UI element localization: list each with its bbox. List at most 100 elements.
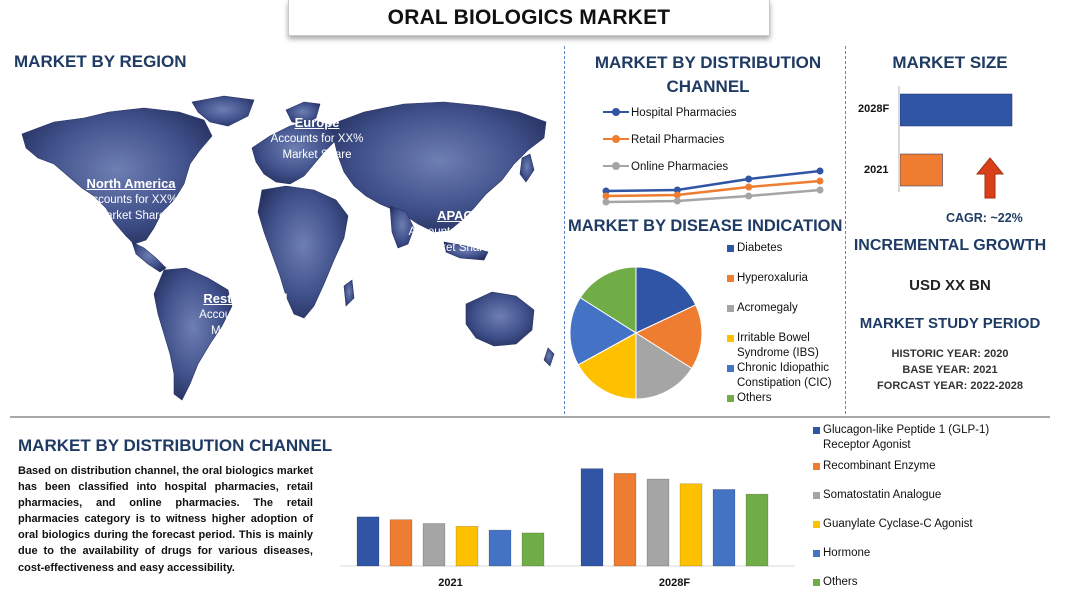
bar-2028F-1 — [613, 473, 637, 567]
legend-label: Acromegaly — [737, 302, 798, 314]
legend-item-retail: Retail Pharmacies — [603, 133, 736, 148]
legend-label: Others — [737, 392, 772, 404]
historic-year: HISTORIC YEAR: 2020 — [891, 348, 1009, 360]
incremental-value: USD XX BN — [909, 277, 991, 294]
legend-swatch — [727, 335, 734, 342]
pie-slice-1 — [634, 304, 703, 370]
map-central-america — [131, 241, 167, 273]
legend-swatch — [813, 579, 820, 586]
line-point — [816, 186, 824, 194]
region-share-label: Market Share — [420, 242, 490, 254]
legend-swatch — [727, 275, 734, 282]
bar-2021-3 — [455, 525, 479, 567]
map-australia — [465, 291, 535, 347]
legend-label: Irritable Bowel Syndrome (IBS) — [737, 332, 819, 359]
growth-arrow-icon — [975, 157, 1005, 199]
region-box-europe: Europe Accounts for XX% Market Share — [241, 112, 393, 165]
disease-heading: MARKET BY DISEASE INDICATION — [568, 217, 843, 235]
legend-label: Chronic Idiopathic Constipation (CIC) — [737, 362, 832, 389]
bar-2028F-5 — [745, 493, 769, 567]
base-year: BASE YEAR: 2021 — [902, 364, 998, 376]
legend-label: Glucagon-like Peptide 1 (GLP-1) Receptor… — [823, 424, 990, 451]
line-series-1 — [605, 179, 821, 198]
cagr-text: CAGR: ~22% — [946, 211, 1023, 225]
pie-slice-0 — [635, 266, 697, 334]
legend-label: Others — [823, 576, 858, 588]
disease-pie-chart — [569, 266, 703, 400]
legend-item-hospital: Hospital Pharmacies — [603, 106, 736, 121]
bar-category-label: 2028F — [659, 577, 690, 589]
line-point — [816, 177, 824, 185]
pie-legend: Diabetes Hyperoxaluria Acromegaly Irrita… — [727, 241, 842, 406]
distribution-line-chart — [602, 167, 824, 206]
map-south-america — [153, 267, 233, 401]
region-share-text: Accounts for XX% — [199, 309, 292, 321]
legend-label: Hospital Pharmacies — [631, 107, 737, 119]
page-title: ORAL BIOLOGICS MARKET — [387, 5, 671, 29]
region-box-north-america: North America Accounts for XX% Market Sh… — [55, 173, 207, 226]
region-share-label: Market Share — [210, 325, 281, 337]
world-map — [21, 95, 555, 401]
pie-slice-4 — [569, 296, 637, 366]
bar-2028F-4 — [712, 489, 736, 567]
legend-label: Retail Pharmacies — [631, 134, 725, 146]
legend-label: Recombinant Enzyme — [823, 460, 936, 472]
line-point — [602, 187, 610, 195]
legend-item-cic: Chronic Idiopathic Constipation (CIC) — [727, 361, 842, 391]
map-indonesia — [443, 241, 489, 261]
incremental-heading: INCREMENTAL GROWTH — [853, 237, 1047, 254]
distribution-heading-line2: CHANNEL — [666, 77, 750, 96]
region-box-rest-of-world: Rest of World Accounts for XX% Market Sh… — [170, 288, 321, 341]
bar-category-label: 2021 — [438, 577, 462, 589]
line-point — [602, 192, 610, 200]
line-point — [673, 197, 681, 205]
distribution-heading-line1: MARKET BY DISTRIBUTION — [594, 53, 822, 72]
line-series-2 — [605, 188, 821, 204]
line-point — [816, 167, 824, 175]
legend-label: Hyperoxaluria — [737, 272, 808, 284]
legend-item-diabetes: Diabetes — [727, 241, 842, 271]
line-series-0 — [605, 169, 821, 193]
map-madagascar — [343, 279, 355, 307]
region-heading: MARKET BY REGION — [14, 52, 187, 71]
legend-item-others: Others — [727, 391, 842, 406]
region-name: Rest of World — [203, 291, 288, 306]
forecast-year: FORCAST YEAR: 2022-2028 — [877, 380, 1023, 392]
legend-line-icon — [603, 133, 629, 145]
study-period-list: HISTORIC YEAR: 2020 BASE YEAR: 2021 FORC… — [852, 346, 1048, 394]
distribution-bar-chart: 2021 2028F — [340, 468, 795, 589]
map-europe — [251, 119, 337, 185]
bar-2028F-2 — [646, 478, 670, 567]
legend-item-somatostatin: Somatostatin Analogue — [813, 488, 1018, 517]
line-point — [673, 191, 681, 199]
map-north-america — [21, 107, 213, 245]
line-point — [602, 198, 610, 206]
legend-swatch — [813, 521, 820, 528]
bar-2021-2 — [422, 523, 446, 567]
legend-swatch — [727, 245, 734, 252]
divider-horizontal — [10, 416, 1050, 418]
size-axis — [898, 86, 900, 192]
bar-2021-5 — [521, 532, 545, 567]
bar-legend: Glucagon-like Peptide 1 (GLP-1) Receptor… — [813, 423, 1018, 590]
bar-2028F-3 — [679, 483, 703, 567]
region-name: Europe — [294, 115, 340, 130]
map-asia — [331, 101, 547, 233]
distribution-heading: MARKET BY DISTRIBUTION CHANNEL — [574, 51, 842, 99]
legend-swatch — [727, 365, 734, 372]
region-share-text: Accounts for XX% — [270, 133, 364, 145]
divider-vertical-1 — [564, 46, 565, 414]
legend-item-hormone: Hormone — [813, 546, 1018, 575]
bottom-paragraph: Based on distribution channel, the oral … — [18, 465, 313, 574]
line-point — [745, 192, 753, 200]
market-size-bar-chart — [900, 93, 1013, 187]
legend-label: Diabetes — [737, 242, 783, 254]
legend-item-ibs: Irritable Bowel Syndrome (IBS) — [727, 331, 842, 361]
pie-slice-5 — [579, 266, 637, 334]
size-bar-1 — [900, 153, 943, 187]
legend-item-acromegaly: Acromegaly — [727, 301, 842, 331]
map-scandinavia — [285, 101, 321, 125]
map-africa — [257, 185, 349, 319]
market-size-heading: MARKET SIZE — [892, 53, 1008, 72]
bar-2021-0 — [356, 516, 380, 567]
